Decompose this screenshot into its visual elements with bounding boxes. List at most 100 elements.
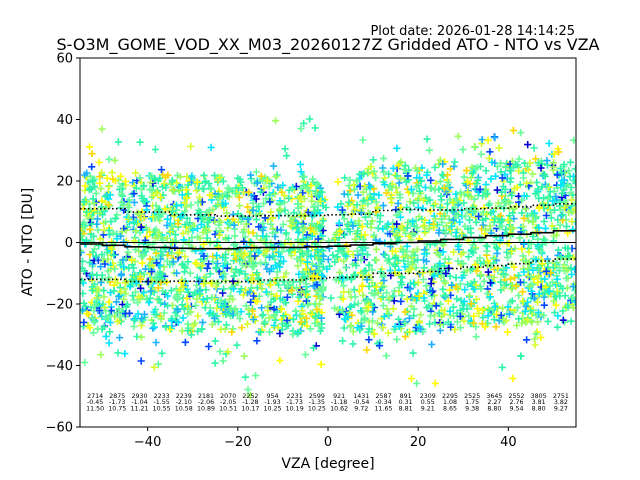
scatter-point [294,220,302,228]
scatter-point [111,156,119,164]
scatter-point [531,341,539,349]
scatter-point [389,292,397,300]
scatter-point [495,144,503,152]
scatter-point [266,328,274,336]
bin-std: 11.65 [374,406,392,413]
scatter-point [374,289,382,297]
x-tick-label: 0 [324,435,332,450]
scatter-point [449,303,457,311]
scatter-point [524,264,532,272]
scatter-point [179,283,188,291]
scatter-point [283,152,291,160]
scatter-point [202,286,210,294]
scatter-point [162,323,170,331]
scatter-point [174,306,182,314]
scatter-point [359,250,367,258]
scatter-point [148,193,156,201]
scatter-point [463,305,471,313]
scatter-point [543,157,551,165]
scatter-point [240,352,248,360]
scatter-point [213,259,222,268]
scatter-point [88,283,96,291]
scatter-point [340,324,348,332]
scatter-point [351,235,359,243]
scatter-point [141,248,149,256]
scatter-point [176,173,184,181]
scatter-point [313,288,321,296]
scatter-point [558,177,566,185]
scatter-point [146,294,154,302]
scatter-point [444,297,452,305]
scatter-point [420,294,428,302]
scatter-point [155,206,163,214]
scatter-point [245,188,253,196]
scatter-point [273,268,281,276]
scatter-point [94,208,102,216]
scatter-point [211,230,219,238]
scatter-point [446,226,454,234]
scatter-point [230,285,238,293]
scatter-point [272,117,280,125]
scatter-point [473,304,481,313]
scatter-point [540,301,548,309]
scatter-point [375,342,384,350]
scatter-point [137,284,145,292]
scatter-point [394,162,403,170]
scatter-point [247,247,255,256]
scatter-point [303,258,311,266]
scatter-point [367,224,375,232]
scatter-point [202,177,210,185]
scatter-point [213,238,221,246]
scatter-point [454,257,462,265]
scatter-point [293,330,302,338]
bin-mean: 2.76 [509,399,523,406]
scatter-point [151,234,159,242]
scatter-point [176,213,185,221]
scatter-point [413,245,422,254]
scatter-point [496,223,504,231]
scatter-point [198,262,206,270]
scatter-point [278,320,286,328]
scatter-point [276,356,284,364]
scatter-point [425,146,434,154]
scatter-point [137,223,145,231]
scatter-point [426,196,434,204]
scatter-point [347,321,355,330]
scatter-point [530,294,538,302]
scatter-point [275,281,283,289]
scatter-point [410,305,418,313]
scatter-point [483,242,491,251]
scatter-point [80,267,89,275]
scatter-point [478,306,487,314]
scatter-point [121,279,129,287]
scatter-point [524,316,532,324]
scatter-point [476,254,484,262]
scatter-point [108,169,116,177]
scatter-point [373,319,382,327]
scatter-point [553,275,561,283]
scatter-point [221,270,229,278]
scatter-point [513,321,521,330]
bin-count: 2231 [287,393,303,400]
scatter-point [462,166,471,175]
scatter-point [322,203,330,212]
scatter-point [411,280,419,288]
bin-mean: -2.06 [198,399,214,406]
scatter-point [552,192,560,201]
scatter-point [518,196,526,204]
bin-count: 3645 [486,393,502,400]
scatter-point [497,212,505,220]
scatter-point [122,303,130,311]
scatter-point [503,264,511,272]
scatter-point [175,249,183,257]
scatter-point [533,264,541,272]
scatter-point [315,223,323,231]
scatter-point [406,198,414,206]
scatter-point [373,203,382,211]
scatter-point [299,268,307,276]
scatter-point [244,203,252,211]
scatter-point [381,251,389,259]
scatter-point [567,264,575,272]
scatter-point [81,182,89,190]
scatter-point [163,215,172,223]
